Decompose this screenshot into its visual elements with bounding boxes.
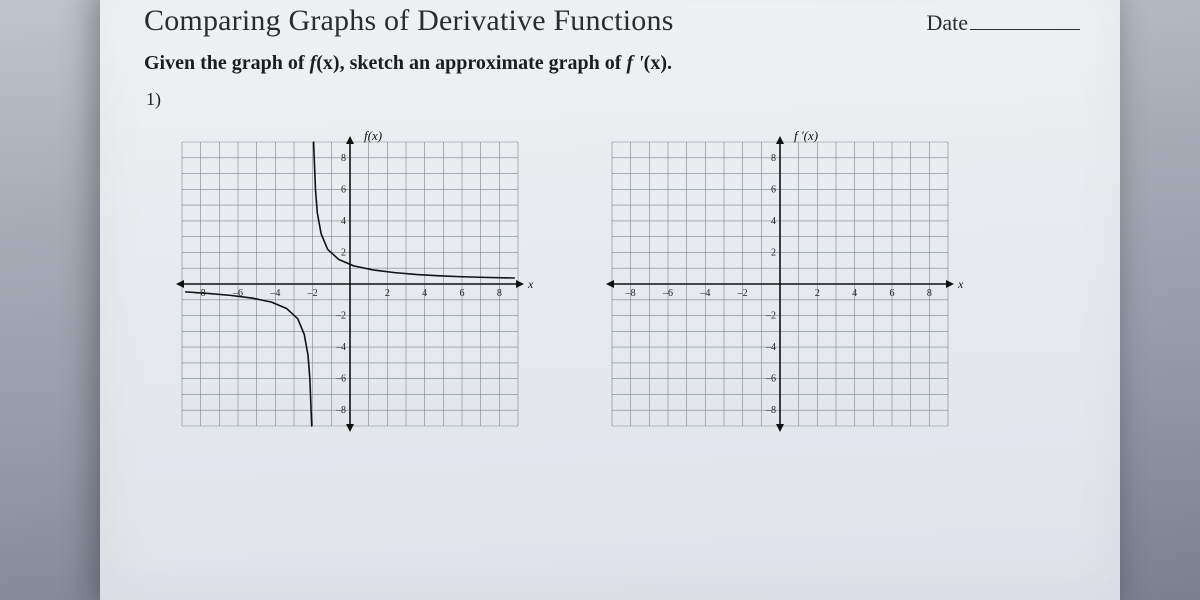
worksheet-sheet: Comparing Graphs of Derivative Functions… [100, 0, 1120, 600]
svg-text:8: 8 [771, 153, 776, 164]
date-field: Date [926, 10, 1080, 36]
svg-text:6: 6 [460, 288, 465, 299]
svg-text:4: 4 [422, 288, 427, 299]
svg-text:–2: –2 [335, 311, 346, 322]
svg-text:x: x [957, 277, 964, 291]
svg-text:–4: –4 [269, 288, 280, 299]
svg-text:6: 6 [771, 184, 776, 195]
svg-text:6: 6 [890, 288, 895, 299]
svg-text:2: 2 [771, 247, 776, 258]
svg-text:–8: –8 [765, 405, 776, 416]
svg-text:–4: –4 [335, 342, 346, 353]
svg-text:–4: –4 [765, 342, 776, 353]
subtitle-argx2: (x) [644, 52, 667, 74]
subtitle-prefix: Given the graph of [144, 52, 310, 74]
svg-text:–6: –6 [662, 288, 673, 299]
title-row: Comparing Graphs of Derivative Functions… [144, 4, 1080, 38]
date-underline [970, 29, 1080, 30]
svg-text:8: 8 [341, 153, 346, 164]
svg-text:f(x): f(x) [364, 128, 382, 143]
svg-text:–2: –2 [307, 288, 318, 299]
date-label: Date [926, 10, 968, 36]
svg-text:4: 4 [341, 216, 346, 227]
subtitle-fprime: f ' [626, 52, 643, 74]
plots-row: –8 –6 –4 –2 2 4 6 8 –8 –6 –4 –2 2 4 6 8 f(x) x –8 –6 –4 –2 2 4… [162, 124, 1080, 444]
svg-text:8: 8 [927, 288, 932, 299]
page-title: Comparing Graphs of Derivative Functions [144, 4, 674, 38]
svg-text:–8: –8 [625, 288, 636, 299]
svg-text:2: 2 [385, 288, 390, 299]
svg-text:–6: –6 [765, 374, 776, 385]
svg-text:8: 8 [497, 288, 502, 299]
svg-text:–8: –8 [335, 405, 346, 416]
svg-text:2: 2 [341, 247, 346, 258]
subtitle-suffix: . [667, 52, 672, 74]
subtitle-argx: (x) [316, 52, 339, 74]
svg-text:f '(x): f '(x) [794, 128, 818, 143]
subtitle-middle: , sketch an approximate graph of [340, 52, 627, 74]
svg-text:–2: –2 [765, 311, 776, 322]
svg-text:2: 2 [815, 288, 820, 299]
svg-text:–4: –4 [699, 288, 710, 299]
svg-text:4: 4 [852, 288, 857, 299]
right-plot: –8 –6 –4 –2 2 4 6 8 –8 –6 –4 –2 2 4 6 8 f '(x) x [592, 124, 972, 444]
left-plot: –8–6–4–22468–8–6–4–22468f(x)x [162, 124, 542, 444]
svg-text:–6: –6 [335, 374, 346, 385]
svg-text:x: x [527, 277, 534, 291]
problem-number: 1) [146, 89, 1080, 110]
svg-text:–2: –2 [737, 288, 748, 299]
svg-text:4: 4 [771, 216, 776, 227]
instruction-text: Given the graph of f(x), sketch an appro… [144, 52, 1080, 75]
svg-text:6: 6 [341, 184, 346, 195]
